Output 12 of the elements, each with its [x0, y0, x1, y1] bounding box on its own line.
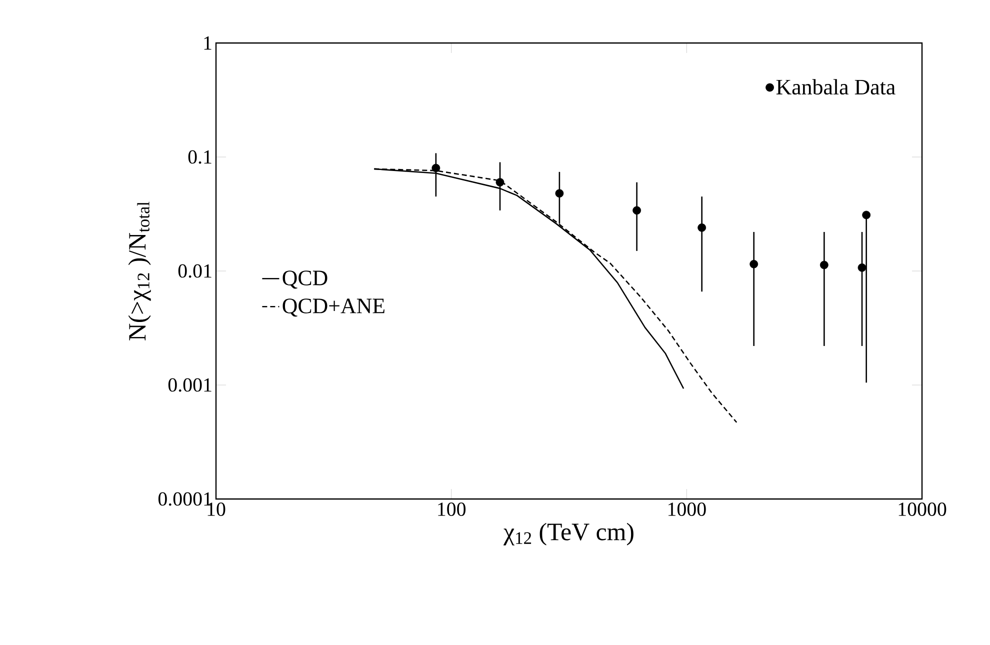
- y-tick-label: 1: [204, 36, 212, 50]
- y-tick-label: 0.1: [188, 150, 212, 164]
- y-axis-title: N(>χ$_{12}$ )/N$_{total}$: [128, 202, 151, 340]
- legend-label: QCD: [282, 270, 328, 289]
- x-tick-label: 100: [438, 502, 466, 516]
- y-tick-label: 0.01: [178, 264, 212, 278]
- x-axis-title: χ$_{12}$ (TeV cm): [503, 522, 634, 546]
- y-tick-label: 0.001: [168, 378, 212, 392]
- legend-label: QCD+ANE: [282, 298, 384, 317]
- legend-label: Kanbala Data: [776, 79, 896, 95]
- x-tick-label: 10000: [898, 502, 946, 516]
- x-tick-label: 1000: [668, 502, 706, 516]
